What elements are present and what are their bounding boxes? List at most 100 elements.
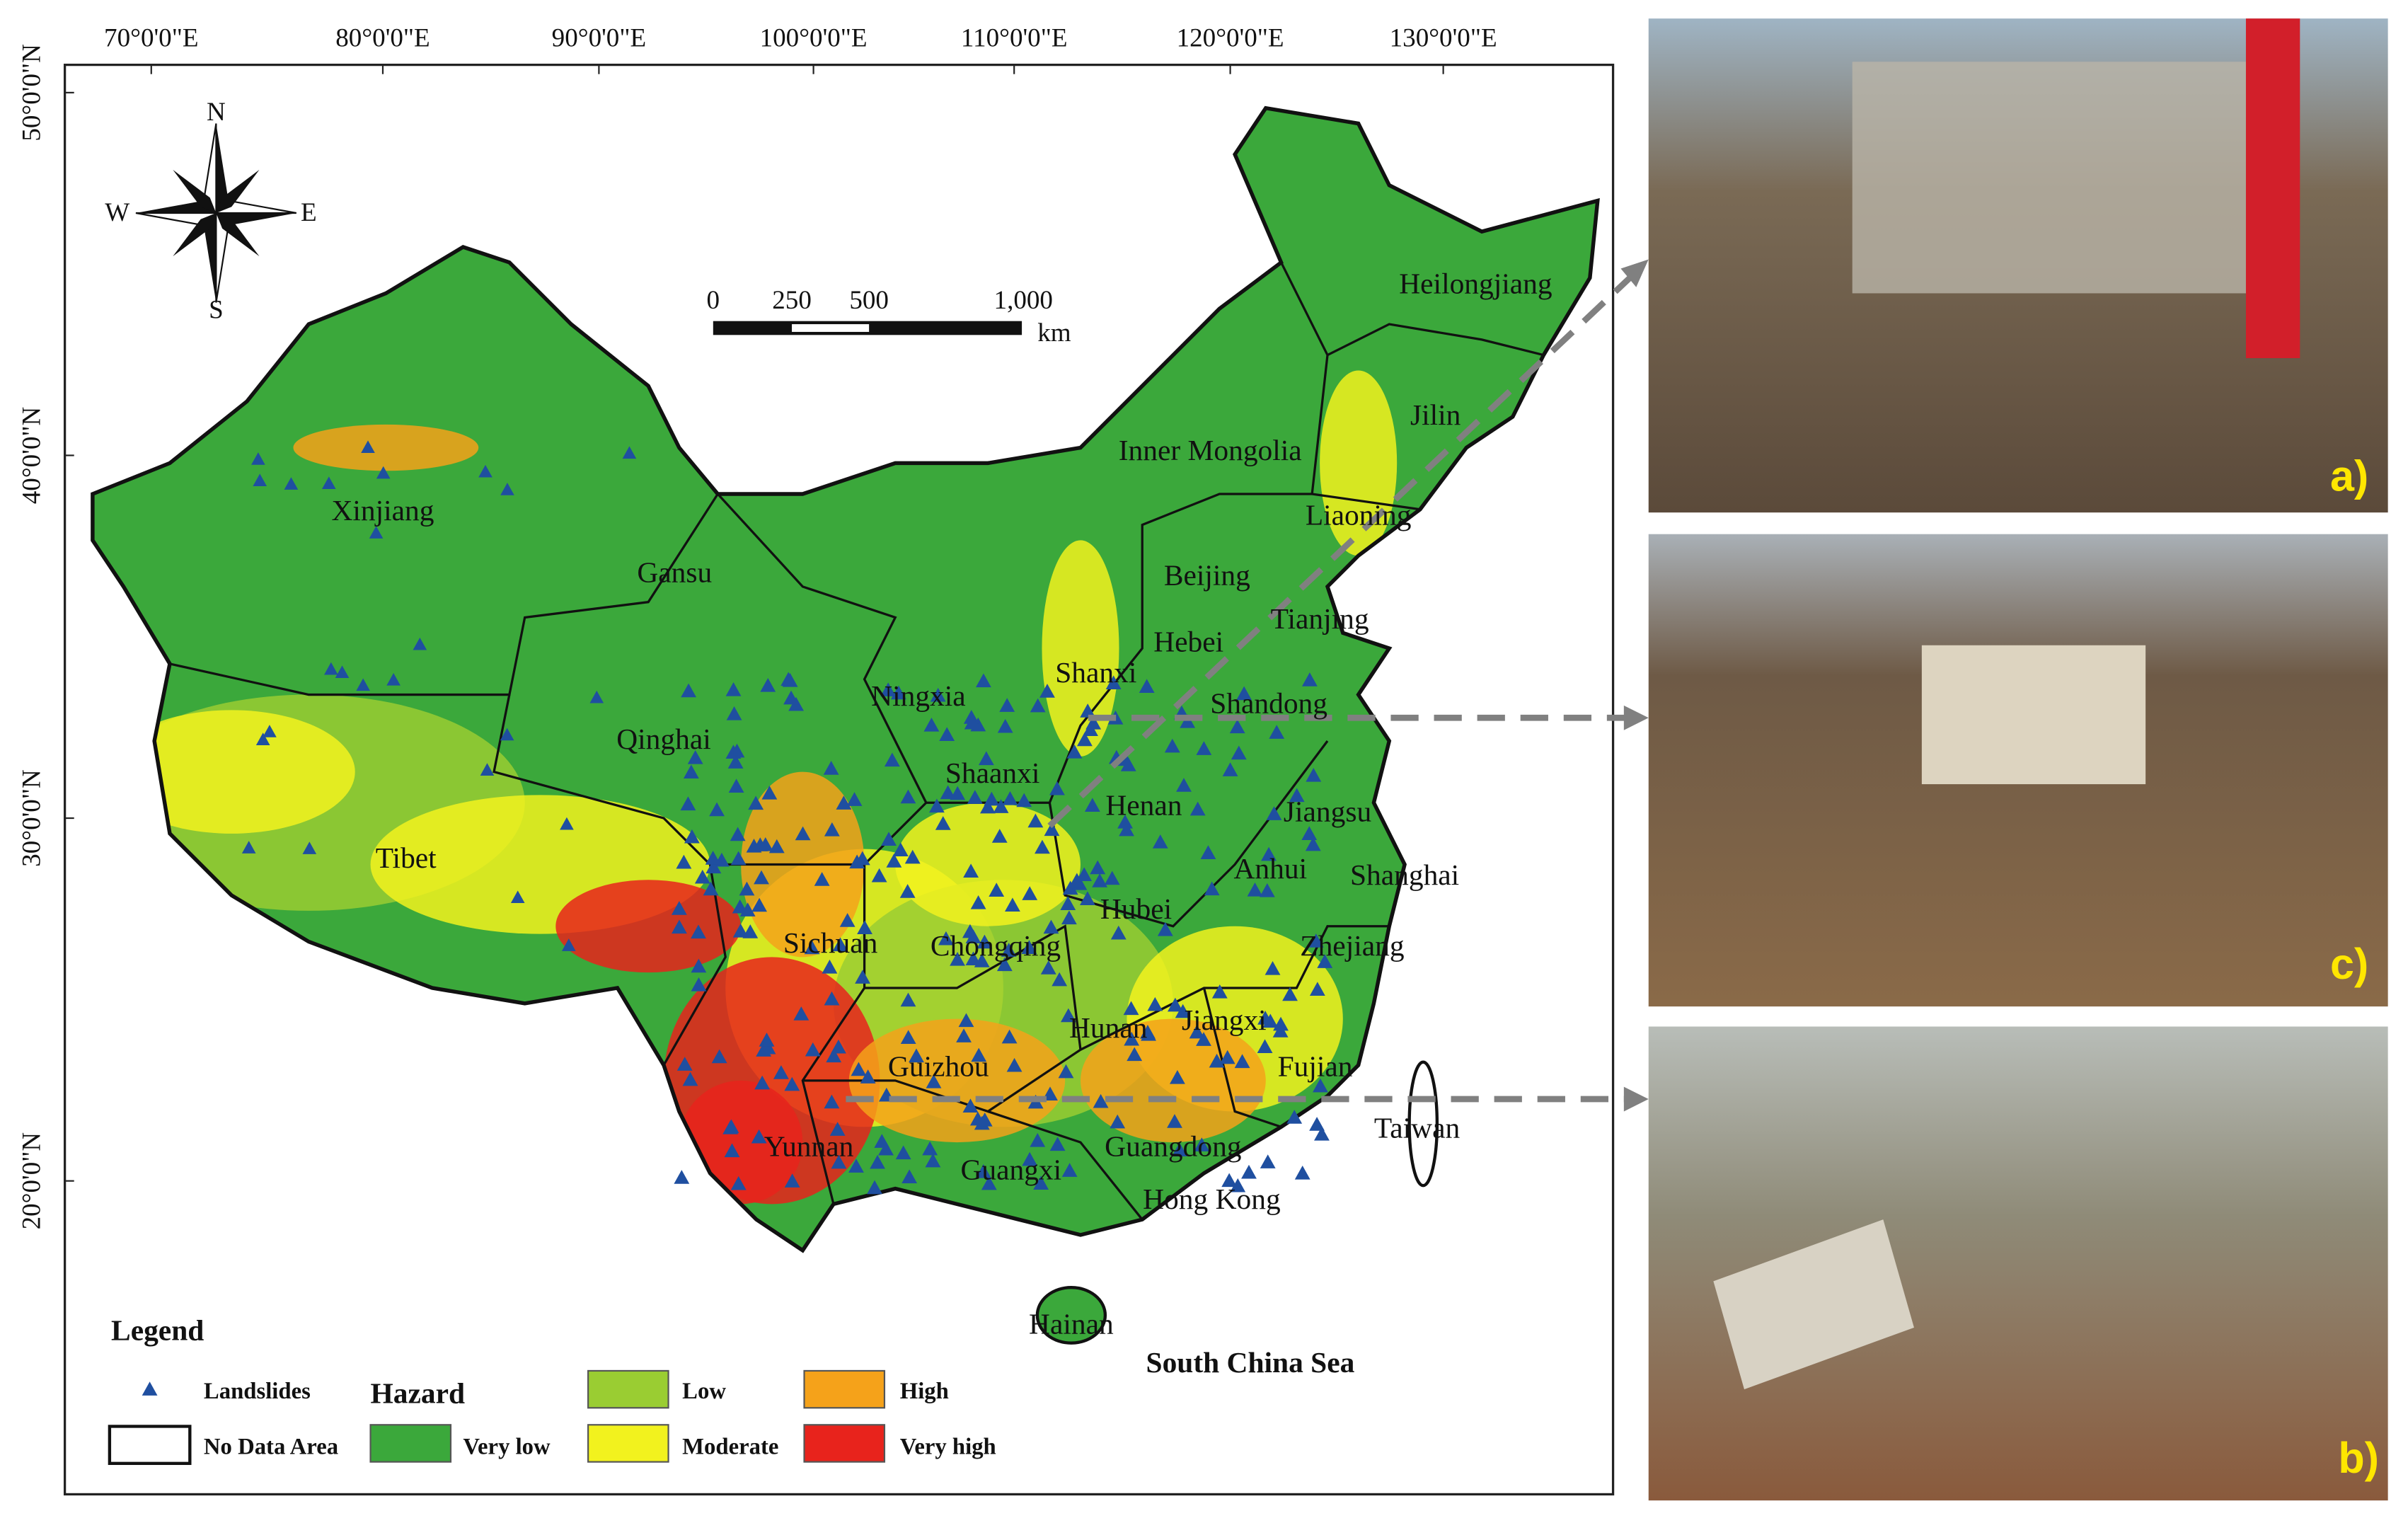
region-label: Ningxia [871,679,966,712]
arrow-heads [1620,259,1649,1112]
legend-label: Landslides [204,1379,311,1404]
landslide [691,977,707,992]
landslide [1229,719,1245,734]
landslide [746,839,762,853]
landslide [1234,1054,1250,1069]
landslide [884,752,900,767]
landslide [748,795,764,810]
landslide [1140,1024,1156,1039]
landslide [1301,826,1318,840]
landslide [376,466,391,479]
landslide [480,763,495,776]
landslide [1030,698,1046,713]
landslide [725,745,742,759]
landslide [1060,1008,1076,1023]
latitude-label: 30°0'0"N [18,769,47,867]
landslide [831,1154,847,1169]
landslide [1117,814,1133,829]
landslide [880,682,897,697]
landslide [981,1176,997,1190]
landslide [263,725,277,737]
compass [135,123,297,303]
landslide [1092,873,1108,887]
landslide [1289,788,1305,803]
region-label: Shaanxi [945,757,1040,789]
landslide [975,1163,991,1178]
landslide [253,473,267,487]
region-label: Taiwan [1374,1112,1461,1144]
region-label: Hebei [1153,625,1223,657]
legend-label: Very high [900,1435,996,1460]
landslide [871,868,887,883]
photos [1648,18,2388,1501]
landslide [867,1180,882,1195]
landslide [1305,837,1321,851]
landslide [1269,725,1285,739]
landslide [1265,960,1281,975]
landslide [970,895,986,909]
landslide [1157,922,1173,936]
landslide [682,1071,698,1086]
landslide [1294,1165,1310,1180]
compass-letter: S [209,295,224,324]
compass-ray [216,213,260,257]
region-label: Shandong [1210,687,1327,720]
legend-label: Very low [463,1435,551,1460]
compass-ray [216,213,296,226]
landslide [1139,679,1155,693]
landslide [930,687,946,702]
landslide [999,698,1015,712]
compass-letter: W [105,198,129,227]
landslide [922,1141,938,1156]
landslide [711,1049,727,1064]
landslide [680,796,696,811]
landslide [730,851,747,866]
landslide [1060,896,1076,910]
landslide [886,854,902,868]
landslide [1039,684,1055,698]
landslide [1309,1117,1325,1131]
region-label: Hubei [1100,892,1172,925]
landslide [1080,703,1096,718]
landslide [589,690,604,703]
landslide [1309,982,1325,996]
landslide [857,920,872,934]
landslide [681,683,697,698]
landslide [730,827,746,841]
landslide [900,992,916,1007]
landslide [1005,897,1020,912]
border [987,987,1282,1221]
landslide [1049,781,1065,795]
photo-building [1852,62,2254,294]
landslide [940,785,956,800]
legend-label: Low [682,1379,726,1404]
landslide [848,1159,864,1173]
longitude-label: 90°0'0"E [552,23,646,52]
hazard-zone [848,1018,1066,1143]
landslide [1061,1163,1078,1177]
landslide [1110,1114,1126,1129]
landslide [1231,745,1247,760]
landslide [962,924,978,938]
landslide [1257,1039,1273,1054]
landslide [804,940,820,955]
landslide [757,837,773,851]
longitude-label: 110°0'0"E [961,23,1068,52]
landslide [413,637,427,650]
landslide [822,959,838,974]
landslide [1127,1047,1143,1062]
landslide [782,672,798,687]
landslide [967,790,983,804]
landslide [773,1065,789,1079]
region-label: Anhui [1234,852,1308,885]
landslide [977,934,993,949]
landslide [1152,834,1168,849]
longitude-label: 80°0'0"E [335,23,430,52]
landslide [255,732,270,745]
region-label: Shanghai [1350,858,1459,891]
landslide [1084,798,1100,812]
landslide [691,924,706,939]
region-label: Gansu [637,556,712,588]
landslide [672,919,687,934]
arrow [1047,272,1635,829]
